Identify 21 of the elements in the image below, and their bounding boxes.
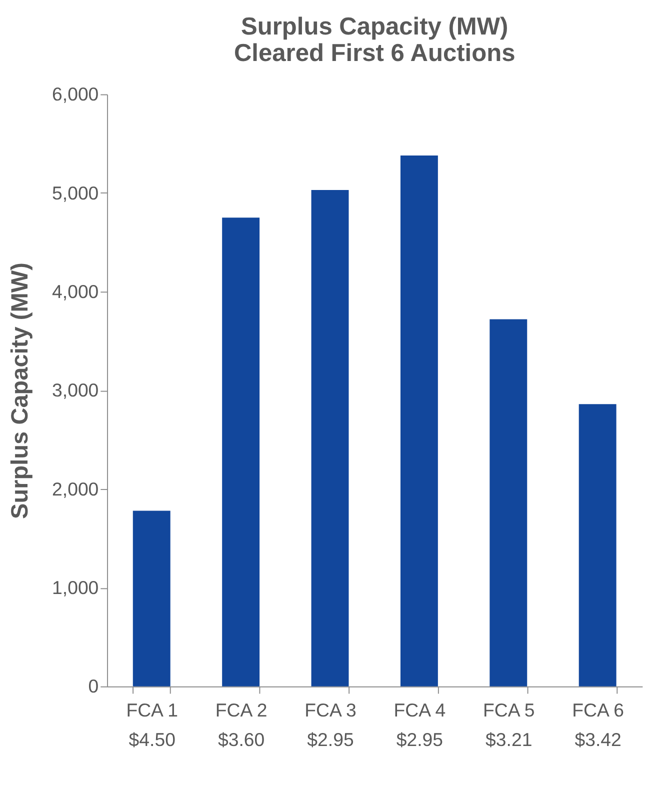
- y-tick-label: 4,000: [52, 281, 99, 302]
- y-tick-label: 5,000: [52, 182, 99, 204]
- x-tick-label: FCA 5 $3.21: [482, 699, 535, 750]
- x-tick-label: FCA 4 $2.95: [394, 699, 446, 750]
- x-tick-label: FCA 2 $3.60: [215, 699, 268, 750]
- x-tick-label: FCA 6 $3.42: [572, 699, 624, 750]
- y-tick-label: 2,000: [52, 478, 99, 500]
- bar: [222, 218, 260, 686]
- y-axis-title: Surplus Capacity (MW): [6, 262, 32, 520]
- bar: [490, 319, 528, 686]
- y-tick-label: 0: [88, 676, 99, 697]
- bar: [578, 404, 616, 686]
- bar: [311, 190, 349, 686]
- y-tick-label: 3,000: [52, 380, 99, 401]
- x-tick-label: FCA 3 $2.95: [304, 699, 356, 750]
- bar: [132, 510, 170, 686]
- y-tick-label: 6,000: [52, 84, 99, 105]
- chart-title: Surplus Capacity (MW) Cleared First 6 Auctions: [234, 13, 516, 67]
- bar: [400, 155, 438, 686]
- x-tick-label: FCA 1 $4.50: [126, 699, 178, 750]
- y-tick-label: 1,000: [52, 577, 99, 598]
